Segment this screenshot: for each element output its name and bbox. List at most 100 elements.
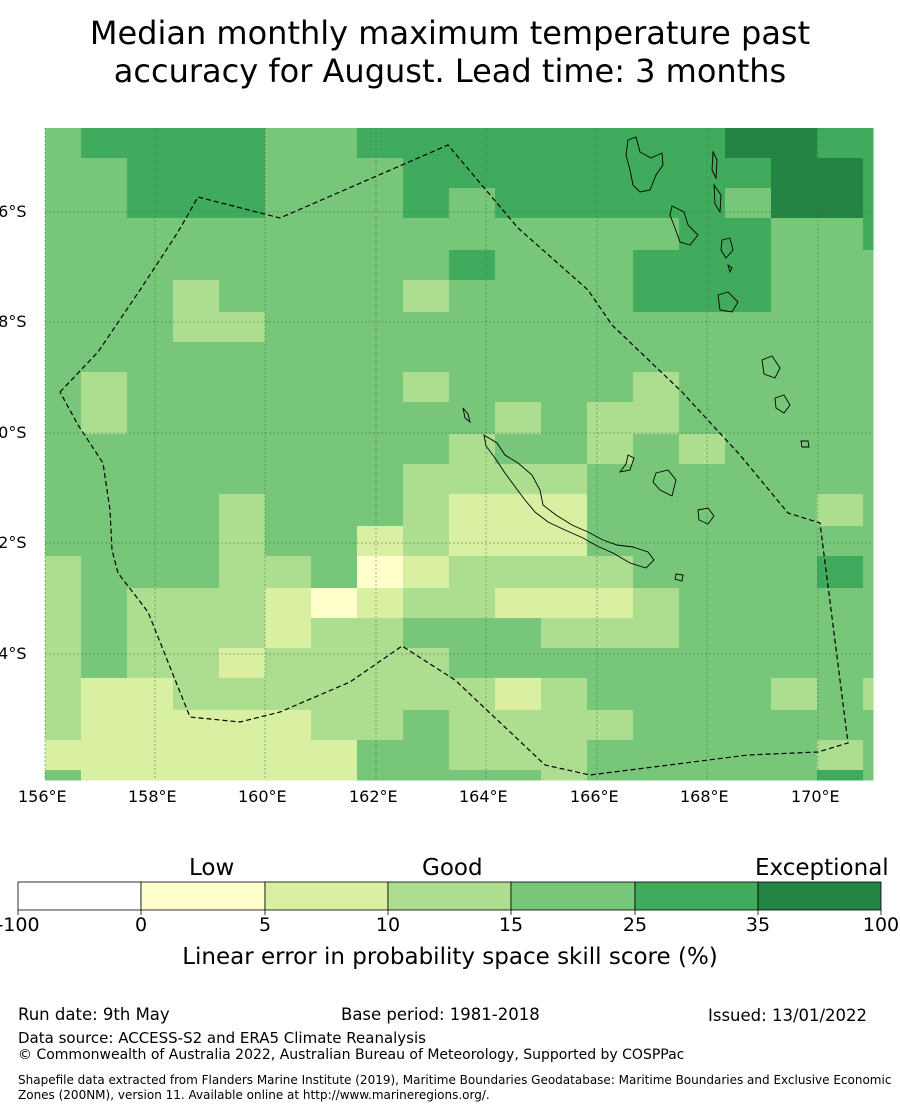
grid-cell xyxy=(679,342,726,373)
grid-cell xyxy=(311,372,358,403)
grid-cell xyxy=(541,280,588,313)
mare-outline xyxy=(697,507,715,525)
grid-cell xyxy=(81,710,128,741)
grid-cell xyxy=(357,372,404,403)
grid-cell xyxy=(633,402,680,435)
grid-cell xyxy=(863,770,874,781)
grid-cell xyxy=(863,250,874,281)
grid-cell xyxy=(219,588,266,619)
grid-cell xyxy=(725,372,772,403)
grid-cell xyxy=(725,188,772,219)
colorbar-label-good: Good xyxy=(422,855,483,881)
grid-cell xyxy=(587,402,634,435)
grid-cell xyxy=(127,556,174,589)
colorbar-label-low: Low xyxy=(189,855,235,881)
grid-cell xyxy=(725,556,772,589)
grid-cell xyxy=(173,188,220,219)
grid-cell xyxy=(127,678,174,711)
grid-cell xyxy=(81,588,128,619)
grid-cell xyxy=(633,280,680,313)
grid-cell xyxy=(679,556,726,589)
grid-cell xyxy=(311,188,358,219)
grid-cell xyxy=(403,342,450,373)
grid-cell xyxy=(265,342,312,373)
grid-cell xyxy=(127,128,174,159)
grid-cell xyxy=(771,556,818,589)
grid-cell xyxy=(771,128,818,159)
efate-outline xyxy=(717,291,739,313)
grid-cell xyxy=(725,464,772,495)
grid-cell xyxy=(265,494,312,527)
grid-cell xyxy=(403,770,450,781)
grid-cell xyxy=(817,158,864,189)
grid-cell xyxy=(81,556,128,589)
aneityum-outline xyxy=(774,394,791,414)
grid-cell xyxy=(311,526,358,557)
grid-cell xyxy=(679,312,726,343)
grid-cell xyxy=(541,188,588,219)
grid-cell xyxy=(311,618,358,649)
grid-cell xyxy=(219,526,266,557)
grid-cell xyxy=(45,342,82,373)
grid-cell xyxy=(449,648,496,679)
grid-cell xyxy=(633,678,680,711)
grid-cell xyxy=(541,556,588,589)
grid-cell xyxy=(265,678,312,711)
grid-cell xyxy=(771,218,818,251)
grid-cell xyxy=(495,770,542,781)
grid-cell xyxy=(311,678,358,711)
grid-cell xyxy=(127,372,174,403)
grid-cell xyxy=(403,188,450,219)
grid-cell xyxy=(633,710,680,741)
grid-cell xyxy=(173,128,220,159)
grid-cell xyxy=(265,434,312,465)
grid-cell xyxy=(357,588,404,619)
grid-cell xyxy=(219,494,266,527)
grid-cell xyxy=(219,434,266,465)
colorbar-tick: 5 xyxy=(258,914,272,936)
grid-cell xyxy=(449,402,496,435)
grid-cell xyxy=(81,342,128,373)
grid-cell xyxy=(357,312,404,343)
ouvea-outline xyxy=(618,454,635,473)
grid-cell xyxy=(265,218,312,251)
grid-cell xyxy=(173,740,220,771)
grid-cell xyxy=(173,372,220,403)
grid-cell xyxy=(357,342,404,373)
grid-cell xyxy=(311,710,358,741)
grid-cell xyxy=(357,494,404,527)
grid-cell xyxy=(771,250,818,281)
grid-cell xyxy=(45,526,82,557)
grid-cell xyxy=(265,648,312,679)
grid-cell xyxy=(265,158,312,189)
grid-cell xyxy=(81,740,128,771)
grid-cell xyxy=(495,158,542,189)
grid-cell xyxy=(45,158,82,189)
grid-cell xyxy=(633,434,680,465)
grid-cell xyxy=(127,526,174,557)
grid-cell xyxy=(495,312,542,343)
grid-cell xyxy=(863,158,874,189)
lat-label-16s: 16°S xyxy=(0,202,27,221)
grid-cell xyxy=(357,648,404,679)
grid-cell xyxy=(817,342,864,373)
malakula-outline xyxy=(669,205,699,246)
grid-cell xyxy=(265,402,312,435)
grid-cell xyxy=(633,250,680,281)
grid-cell xyxy=(679,588,726,619)
grid-cell xyxy=(587,128,634,159)
grid-cell xyxy=(311,342,358,373)
grid-cell xyxy=(403,588,450,619)
grid-cell xyxy=(587,372,634,403)
grid-cell xyxy=(45,494,82,527)
grid-cell xyxy=(633,188,680,219)
grid-cell xyxy=(81,218,128,251)
grid-cell xyxy=(587,588,634,619)
grid-cell xyxy=(633,464,680,495)
grid-cell xyxy=(219,770,266,781)
grid-cell xyxy=(173,556,220,589)
grid-cell xyxy=(817,710,864,741)
grid-cell xyxy=(495,740,542,771)
grid-cell xyxy=(449,526,496,557)
grid-cell xyxy=(127,464,174,495)
